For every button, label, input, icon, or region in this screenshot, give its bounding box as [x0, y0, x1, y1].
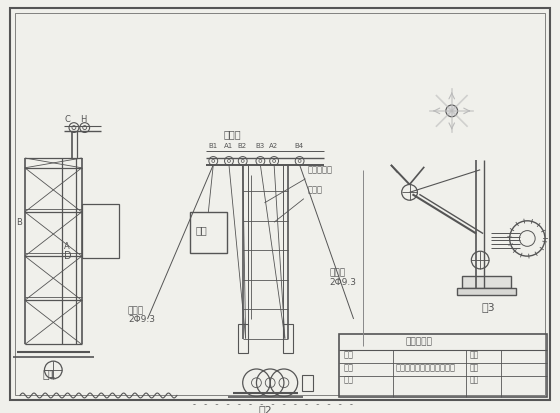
Text: 对重架: 对重架: [274, 185, 323, 222]
Text: 编号: 编号: [469, 350, 479, 359]
Text: B3: B3: [255, 143, 265, 149]
Text: 设计: 设计: [344, 350, 354, 359]
Text: 缆风绳: 缆风绳: [329, 269, 345, 278]
Bar: [461, 276, 511, 287]
Text: 2Φ9.3: 2Φ9.3: [128, 315, 155, 324]
Bar: [82, 204, 119, 258]
Bar: [302, 375, 314, 391]
Bar: [283, 324, 293, 353]
Text: A: A: [64, 242, 70, 251]
Text: A2: A2: [269, 143, 278, 149]
Text: 观光塔工程: 观光塔工程: [405, 337, 432, 347]
Bar: [339, 334, 547, 397]
Circle shape: [446, 105, 458, 117]
Text: A1: A1: [224, 143, 234, 149]
Bar: [456, 287, 516, 295]
Text: 提升钢丝绳: 提升钢丝绳: [265, 166, 333, 203]
Bar: [238, 324, 248, 353]
Text: 日期: 日期: [469, 376, 479, 385]
Text: C: C: [64, 115, 70, 123]
Text: 2Φ9.3: 2Φ9.3: [329, 278, 356, 287]
Text: B1: B1: [208, 143, 218, 149]
Text: 吊笼: 吊笼: [195, 225, 207, 235]
Text: 图号: 图号: [469, 363, 479, 372]
Text: B4: B4: [295, 143, 304, 149]
Text: B: B: [16, 218, 22, 227]
Text: H: H: [80, 115, 86, 123]
Bar: [190, 212, 227, 253]
Text: 制图: 制图: [344, 363, 354, 372]
Text: 缆风绳: 缆风绳: [128, 306, 144, 315]
Text: 顶滑轮: 顶滑轮: [223, 129, 241, 139]
Text: 图3: 图3: [481, 302, 495, 312]
Text: D: D: [64, 251, 72, 261]
Text: 审核: 审核: [344, 376, 354, 385]
Text: 图2: 图2: [258, 405, 272, 413]
Text: 图1: 图1: [43, 369, 56, 379]
Text: 物料提升机安装施工示意图: 物料提升机安装施工示意图: [396, 363, 456, 372]
Text: B2: B2: [238, 143, 247, 149]
